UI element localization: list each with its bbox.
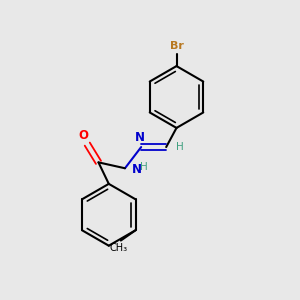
Text: H: H — [176, 142, 183, 152]
Text: N: N — [135, 130, 145, 143]
Text: O: O — [79, 129, 89, 142]
Text: CH₃: CH₃ — [110, 243, 128, 253]
Text: Br: Br — [169, 41, 183, 51]
Text: N: N — [131, 163, 142, 176]
Text: H: H — [140, 162, 147, 172]
